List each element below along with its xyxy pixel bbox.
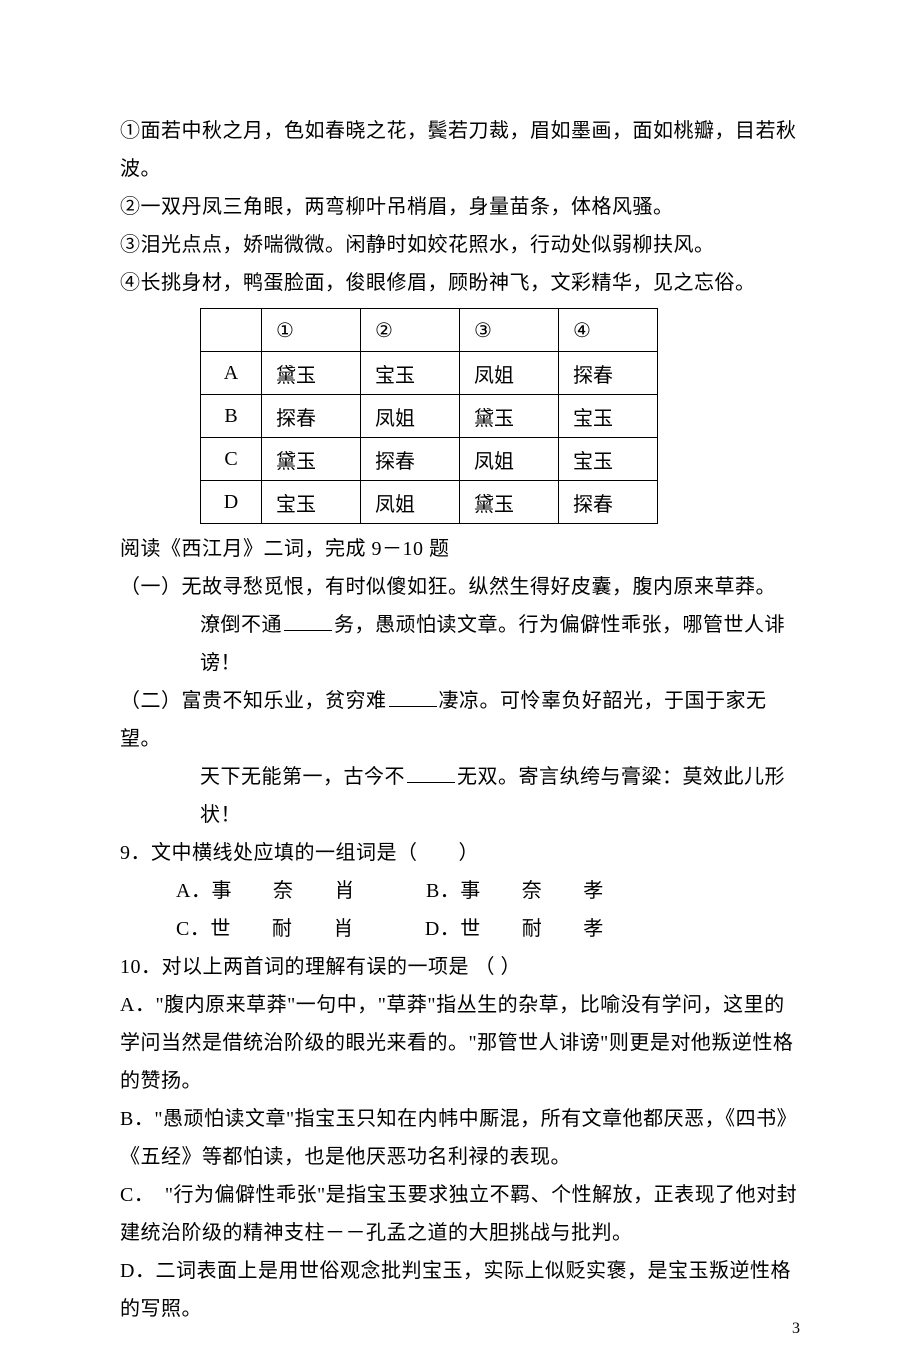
table-cell: 宝玉 (559, 395, 658, 438)
poem-intro: 阅读《西江月》二词，完成 9－10 题 (120, 530, 800, 568)
table-row: C 黛玉 探春 凤姐 宝玉 (201, 438, 658, 481)
table-cell: A (201, 352, 262, 395)
q9-stem: 9．文中横线处应填的一组词是（ ） (120, 834, 800, 872)
table-cell: ① (262, 309, 361, 352)
table-cell: 黛玉 (262, 438, 361, 481)
description-4: ④长挑身材，鸭蛋脸面，俊眼修眉，顾盼神飞，文彩精华，见之忘俗。 (120, 264, 800, 302)
poem-1-line-b: 潦倒不通务，愚顽怕读文章。行为偏僻性乖张，哪管世人诽谤！ (120, 606, 800, 682)
q10-option-d: D．二词表面上是用世俗观念批判宝玉，实际上似贬实褒，是宝玉叛逆性格的写照。 (120, 1252, 800, 1328)
poem-2-line-a: （二）富贵不知乐业，贫穷难凄凉。可怜辜负好韶光，于国于家无望。 (120, 682, 800, 758)
description-2: ②一双丹凤三角眼，两弯柳叶吊梢眉，身量苗条，体格风骚。 (120, 188, 800, 226)
table-cell: 凤姐 (460, 438, 559, 481)
table-cell: 凤姐 (460, 352, 559, 395)
document-page: ①面若中秋之月，色如春晓之花，鬓若刀裁，眉如墨画，面如桃瓣，目若秋波。 ②一双丹… (0, 0, 920, 1368)
table-cell: 宝玉 (361, 352, 460, 395)
answer-table: ① ② ③ ④ A 黛玉 宝玉 凤姐 探春 B 探春 凤姐 黛玉 宝玉 C 黛玉… (200, 308, 658, 524)
table-cell: 黛玉 (460, 395, 559, 438)
table-cell: 探春 (559, 481, 658, 524)
q10-option-b: B．"愚顽怕读文章"指宝玉只知在内帏中厮混，所有文章他都厌恶，《四书》《五经》等… (120, 1100, 800, 1176)
table-cell: ④ (559, 309, 658, 352)
table-cell: 探春 (262, 395, 361, 438)
q9-options-row1: A．事 奈 肖 B．事 奈 孝 (120, 872, 800, 910)
table-row: B 探春 凤姐 黛玉 宝玉 (201, 395, 658, 438)
table-cell: ③ (460, 309, 559, 352)
table-row: D 宝玉 凤姐 黛玉 探春 (201, 481, 658, 524)
q9-option-a: A．事 奈 肖 (176, 880, 355, 902)
table-header-row: ① ② ③ ④ (201, 309, 658, 352)
q10-stem: 10．对以上两首词的理解有误的一项是 （ ） (120, 948, 800, 986)
table-cell: 宝玉 (262, 481, 361, 524)
fill-blank (389, 686, 437, 707)
table-cell: 黛玉 (262, 352, 361, 395)
table-cell: C (201, 438, 262, 481)
q10-option-a: A．"腹内原来草莽"一句中，"草莽"指丛生的杂草，比喻没有学问，这里的学问当然是… (120, 986, 800, 1100)
table-cell (201, 309, 262, 352)
description-3: ③泪光点点，娇喘微微。闲静时如姣花照水，行动处似弱柳扶风。 (120, 226, 800, 264)
table-cell: D (201, 481, 262, 524)
page-number: 3 (792, 1320, 800, 1338)
poem-1-line-a: （一）无故寻愁觅恨，有时似傻如狂。纵然生得好皮囊，腹内原来草莽。 (120, 568, 800, 606)
table-cell: 凤姐 (361, 481, 460, 524)
table-cell: ② (361, 309, 460, 352)
q9-option-b: B．事 奈 孝 (426, 880, 604, 902)
table-cell: 宝玉 (559, 438, 658, 481)
table-cell: 凤姐 (361, 395, 460, 438)
poem-2-line-b: 天下无能第一，古今不无双。寄言纨绔与膏粱：莫效此儿形状！ (120, 758, 800, 834)
poem-text: 天下无能第一，古今不 (200, 766, 405, 788)
q9-option-c: C．世 耐 肖 (176, 918, 354, 940)
table-cell: 黛玉 (460, 481, 559, 524)
table-cell: B (201, 395, 262, 438)
q10-option-c: C． "行为偏僻性乖张"是指宝玉要求独立不羁、个性解放，正表现了他对封建统治阶级… (120, 1176, 800, 1252)
table-cell: 探春 (361, 438, 460, 481)
table-cell: 探春 (559, 352, 658, 395)
fill-blank (284, 610, 332, 631)
poem-text: 潦倒不通 (200, 614, 282, 636)
description-1: ①面若中秋之月，色如春晓之花，鬓若刀裁，眉如墨画，面如桃瓣，目若秋波。 (120, 112, 800, 188)
q9-options-row2: C．世 耐 肖 D．世 耐 孝 (120, 910, 800, 948)
table-row: A 黛玉 宝玉 凤姐 探春 (201, 352, 658, 395)
poem-text: （二）富贵不知乐业，贫穷难 (120, 690, 387, 712)
fill-blank (407, 762, 455, 783)
q9-option-d: D．世 耐 孝 (425, 918, 604, 940)
